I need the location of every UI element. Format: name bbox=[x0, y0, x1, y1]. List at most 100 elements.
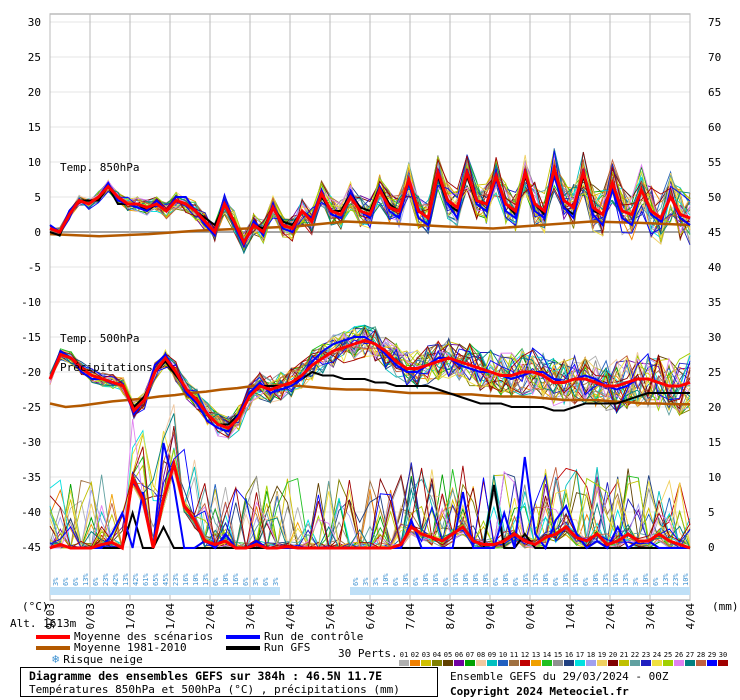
perturbation-id: 18 bbox=[586, 651, 596, 659]
snow-risk-cell: 13% bbox=[200, 573, 210, 595]
perturbation-swatch: 15 bbox=[553, 651, 563, 666]
snow-risk-cell: 6% bbox=[410, 577, 420, 595]
snow-risk-cell: 42% bbox=[110, 573, 120, 595]
snow-risk-value: 16% bbox=[452, 573, 460, 586]
x-tick-label: 14/04 bbox=[684, 603, 697, 630]
snow-risk-value: 13% bbox=[532, 573, 540, 586]
snow-risk-cell: 10% bbox=[480, 573, 490, 595]
snow-risk-cell: 6% bbox=[210, 577, 220, 595]
snowflake-icon bbox=[460, 587, 470, 595]
snowflake-icon bbox=[510, 587, 520, 595]
right-tick-label: 0 bbox=[708, 541, 715, 554]
x-tick-label: 03/04 bbox=[244, 603, 257, 630]
snow-risk-value: 13% bbox=[122, 573, 130, 586]
snow-risk-value: 23% bbox=[172, 573, 180, 586]
perturbation-id: 14 bbox=[542, 651, 552, 659]
perturbation-id: 29 bbox=[707, 651, 717, 659]
left-tick-label: -10 bbox=[21, 296, 41, 309]
snowflake-icon bbox=[560, 587, 570, 595]
snow-risk-value: 6% bbox=[92, 577, 100, 586]
snowflake-icon bbox=[650, 587, 660, 595]
snow-risk-value: 10% bbox=[402, 573, 410, 586]
perturbation-color bbox=[465, 660, 475, 666]
snow-risk-value: 13% bbox=[82, 573, 90, 586]
perturbation-color bbox=[652, 660, 662, 666]
right-tick-label: 50 bbox=[708, 191, 721, 204]
snowflake-icon bbox=[570, 587, 580, 595]
x-tick-label: 07/04 bbox=[404, 603, 417, 630]
snow-risk-value: 61% bbox=[142, 573, 150, 586]
snow-risk-cell: 6% bbox=[580, 577, 590, 595]
snow-risk-value: 6% bbox=[442, 577, 450, 586]
snowflake-icon bbox=[80, 587, 90, 595]
normal-t850-line bbox=[49, 220, 691, 238]
perturbation-color bbox=[718, 660, 728, 666]
snow-risk-value: 10% bbox=[482, 573, 490, 586]
label-t850: Temp. 850hPa bbox=[60, 161, 139, 174]
x-tick-label: 04/04 bbox=[284, 603, 297, 630]
perturbation-color bbox=[619, 660, 629, 666]
run-info: Ensemble GEFS du 29/03/2024 - 00Z bbox=[450, 670, 669, 683]
legend-normal: Moyenne 1981-2010 bbox=[36, 641, 187, 654]
perturbation-color bbox=[399, 660, 409, 666]
snowflake-icon bbox=[590, 587, 600, 595]
snow-risk-value: 13% bbox=[602, 573, 610, 586]
perturbation-swatch: 08 bbox=[476, 651, 486, 666]
snow-risk-value: 3% bbox=[52, 577, 60, 586]
perturbation-swatch: 29 bbox=[707, 651, 717, 666]
snow-risk-cell: 61% bbox=[140, 573, 150, 595]
perturbation-swatch: 19 bbox=[597, 651, 607, 666]
left-tick-label: -5 bbox=[28, 261, 41, 274]
perturbation-id: 01 bbox=[399, 651, 409, 659]
perturbation-id: 06 bbox=[454, 651, 464, 659]
left-tick-label: 30 bbox=[28, 16, 41, 29]
perturbation-id: 10 bbox=[498, 651, 508, 659]
snow-risk-cell: 6% bbox=[350, 577, 360, 595]
snow-risk-cell: 6% bbox=[60, 577, 70, 595]
perturbation-swatch: 16 bbox=[564, 651, 574, 666]
snow-risk-cell: 13% bbox=[620, 573, 630, 595]
perturbation-id: 17 bbox=[575, 651, 585, 659]
perturbation-id: 12 bbox=[520, 651, 530, 659]
snow-risk-cell: 10% bbox=[220, 573, 230, 595]
perturbation-id: 30 bbox=[718, 651, 728, 659]
perturbation-color bbox=[432, 660, 442, 666]
chart-grid bbox=[49, 13, 691, 601]
perturbation-color bbox=[597, 660, 607, 666]
label-t500: Temp. 500hPa bbox=[60, 332, 139, 345]
snow-risk-cell: 13% bbox=[660, 573, 670, 595]
perturbation-id: 08 bbox=[476, 651, 486, 659]
perturbation-swatch: 17 bbox=[575, 651, 585, 666]
perturbation-swatch: 28 bbox=[696, 651, 706, 666]
snow-risk-cell: 13% bbox=[80, 573, 90, 595]
perturbation-color bbox=[476, 660, 486, 666]
snow-risk-value: 6% bbox=[412, 577, 420, 586]
perturbation-color bbox=[421, 660, 431, 666]
perturbation-id: 23 bbox=[641, 651, 651, 659]
left-tick-label: 25 bbox=[28, 51, 41, 64]
snowflake-icon bbox=[390, 587, 400, 595]
snow-risk-value: 16% bbox=[432, 573, 440, 586]
snowflake-icon bbox=[360, 587, 370, 595]
legend-mean-swatch bbox=[36, 634, 70, 639]
snowflake-icon bbox=[200, 587, 210, 595]
snowflake-icon bbox=[220, 587, 230, 595]
snowflake-icon bbox=[160, 587, 170, 595]
snow-risk-value: 10% bbox=[642, 573, 650, 586]
snowflake-icon bbox=[400, 587, 410, 595]
snow-risk-cell: 10% bbox=[560, 573, 570, 595]
snow-risk-cell: 45% bbox=[160, 573, 170, 595]
perturbation-id: 03 bbox=[421, 651, 431, 659]
right-tick-label: 25 bbox=[708, 366, 721, 379]
perturbation-color bbox=[608, 660, 618, 666]
label-precip: Précipitations bbox=[60, 361, 153, 374]
snowflake-icon bbox=[60, 587, 70, 595]
x-tick-label: 01/04 bbox=[164, 603, 177, 630]
legend-gfs-swatch bbox=[226, 645, 260, 650]
snowflake-icon bbox=[480, 587, 490, 595]
copyright: Copyright 2024 Meteociel.fr bbox=[450, 685, 629, 698]
perturbation-id: 04 bbox=[432, 651, 442, 659]
snowflake-icon bbox=[410, 587, 420, 595]
